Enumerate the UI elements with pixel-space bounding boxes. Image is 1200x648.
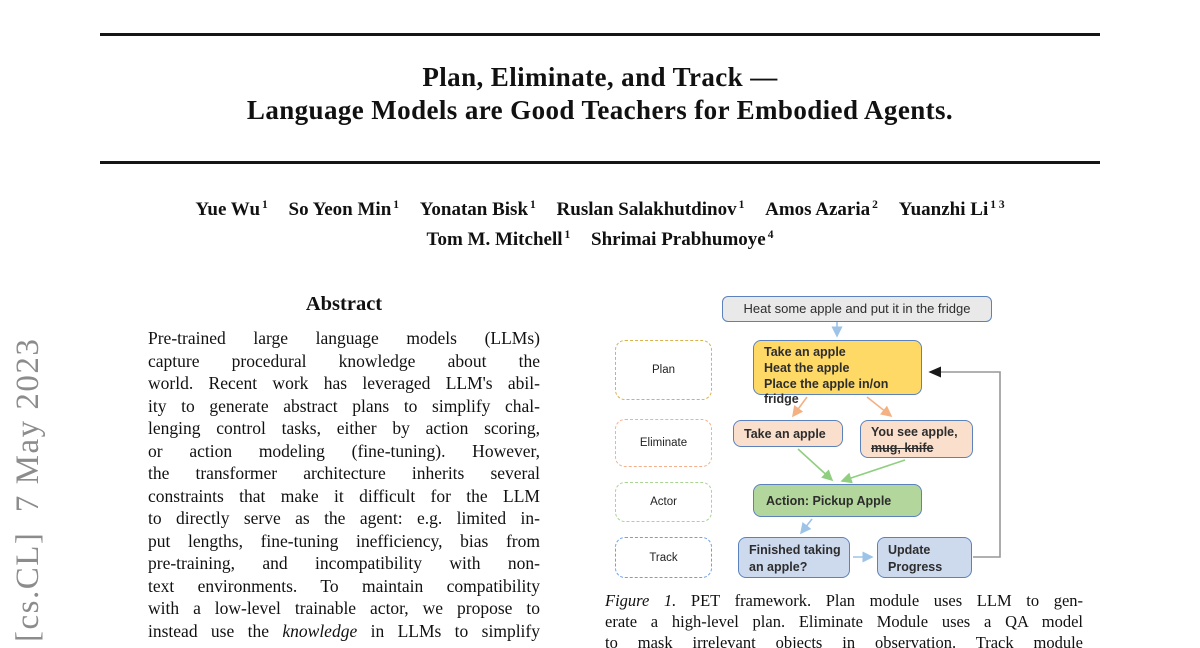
abstract-line: constraints that make it difficult for t…: [148, 485, 540, 506]
abstract-heading: Abstract: [305, 293, 383, 315]
update-progress-box: Update Progress: [877, 537, 972, 578]
arrow-eliminate-to-actor-right: [840, 459, 906, 484]
author-name: Yuanzhi Li 1 3: [898, 199, 1005, 221]
plan-step: Heat the apple: [764, 360, 850, 375]
abstract-line-last: instead use the knowledge in LLMs to sim…: [148, 620, 540, 641]
author-name: Shrimai Prabhumoye 4: [591, 229, 774, 251]
abstract-line: capture procedural knowledge about the: [148, 350, 540, 371]
author-line-1: Yue Wu 1 So Yeon Min 1 Yonatan Bisk 1 Rusla…: [60, 199, 1140, 221]
abstract-line: pre-training, and incompatibility with n…: [148, 553, 540, 573]
caption-line: erate a high-level plan. Eliminate Modul…: [605, 612, 1083, 631]
author-affiliation-superscript: 1: [262, 199, 268, 211]
author-name: So Yeon Min 1: [288, 199, 400, 221]
abstract-line: or action modeling (fine-tuning). Howeve…: [148, 440, 540, 461]
plan-step: Place the apple in/on fridge: [764, 376, 889, 407]
paper-title-line1: Plan, Eliminate, and Track —: [422, 62, 778, 92]
module-box-actor: Actor: [615, 482, 712, 522]
italic-term: knowledge: [282, 620, 358, 641]
abstract-line: world. Recent work has leveraged LLM's a…: [148, 373, 540, 393]
arrow-eliminate-to-actor-left: [797, 448, 834, 482]
author-affiliation-superscript: 4: [767, 229, 774, 241]
caption-line: Figure 1. PET framework. Plan module use…: [605, 591, 1084, 610]
arxiv-stamp: [cs.CL] 7 May 2023: [10, 337, 46, 642]
author-name: Amos Azaria 2: [765, 199, 878, 221]
masked-objects-text: mug, knife: [871, 441, 934, 455]
arrow-actor-to-track: [800, 518, 813, 535]
author-affiliation-superscript: 2: [872, 199, 878, 211]
figure-1-diagram: Heat some apple and put it in the fridge…: [600, 292, 1012, 592]
arrow-feedback-update-to-plan: [928, 366, 1001, 558]
abstract-line: with a low-level trainable actor, we pro…: [148, 598, 540, 618]
plan-step: Take an apple: [764, 345, 846, 359]
abstract-line: text environments. To maintain compatibi…: [148, 575, 540, 596]
author-affiliation-superscript: 1: [530, 199, 536, 211]
abstract-body: Pre-trained large language models (LLMs)…: [148, 327, 540, 642]
author-affiliation-superscript: 1: [738, 199, 745, 211]
current-step-box: Take an apple: [733, 420, 843, 447]
author-affiliation-superscript: 1: [564, 229, 571, 241]
paper-title-line2: Language Models are Good Teachers for Em…: [246, 95, 954, 125]
module-box-plan: Plan: [615, 340, 712, 400]
title-rule-top: [100, 33, 1100, 36]
author-name: Tom M. Mitchell 1: [426, 229, 571, 251]
author-affiliation-superscript: 1: [393, 199, 400, 211]
arrow-plan-to-action-text: [792, 396, 808, 418]
action-box: Action: Pickup Apple: [753, 484, 922, 517]
track-question-box: Finished taking an apple?: [738, 537, 850, 578]
plan-steps-box: Take an apple Heat the apple Place the a…: [753, 340, 922, 406]
abstract-line: lenging control tasks, either by action …: [148, 418, 540, 438]
abstract-line: to directly serve as the agent: e.g. lim…: [148, 508, 540, 528]
observation-box: You see apple, mug, knife: [860, 420, 973, 458]
abstract-line: put lengths, fine-tuning inefficiency, b…: [148, 530, 540, 551]
module-box-track: Track: [615, 537, 712, 578]
figure-caption: Figure 1. PET framework. Plan module use…: [605, 590, 1083, 648]
task-instruction-box: Heat some apple and put it in the fridge: [722, 296, 992, 322]
author-name: Yue Wu 1: [195, 199, 268, 221]
author-line-2: Tom M. Mitchell 1 Shrimai Prabhumoye 4: [60, 229, 1140, 251]
figure-arrows: [792, 322, 1001, 563]
abstract-line: the transformer architecture inherits se…: [148, 463, 540, 483]
author-name: Ruslan Salakhutdinov 1: [556, 199, 745, 221]
arrow-plan-to-observation: [866, 396, 893, 417]
caption-line: to mask irrelevant objects in observatio…: [605, 633, 1083, 648]
author-affiliation-superscript: 1 3: [990, 199, 1005, 211]
author-name: Yonatan Bisk 1: [419, 199, 536, 221]
title-rule-bottom: [100, 161, 1100, 164]
module-box-eliminate: Eliminate: [615, 419, 712, 467]
figure-label: Figure 1.: [605, 591, 677, 610]
abstract-line: Pre-trained large language models (LLMs): [148, 328, 540, 348]
abstract-line: ity to generate abstract plans to simpli…: [148, 395, 540, 416]
